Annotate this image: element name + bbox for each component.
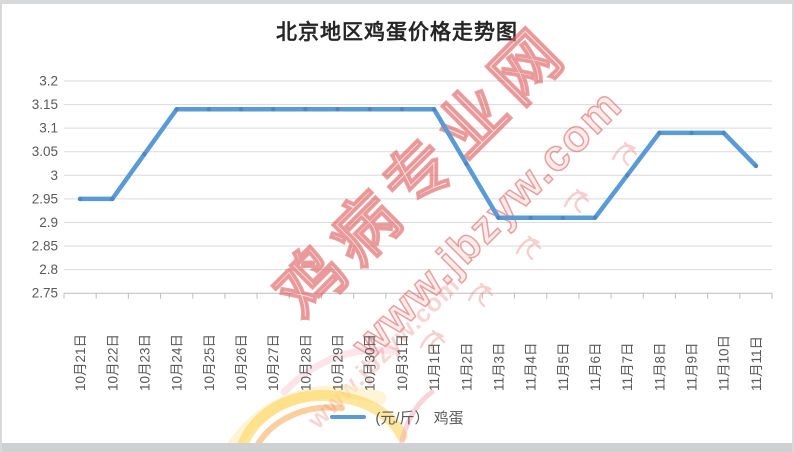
x-tick-label: 10月23日 [137,334,152,391]
data-point [496,215,501,220]
x-tick-label: 11月5日 [556,342,571,391]
x-tick-label: 11月11日 [749,336,764,391]
data-point [560,215,566,220]
data-point [142,151,147,157]
data-point [110,196,115,202]
y-tick-label: 2.9 [39,215,58,230]
x-tick-label: 11月2日 [459,342,474,391]
x-tick-label: 11月6日 [588,342,603,391]
data-point [592,215,598,220]
x-tick-label: 10月30日 [363,334,378,391]
x-tick-label: 10月31日 [395,334,410,391]
x-tick-label: 10月21日 [73,334,88,391]
bottom-border-band [2,443,792,452]
x-tick-label: 11月10日 [717,335,732,391]
y-tick-label: 3.05 [32,144,58,159]
x-tick-label: 10月24日 [170,334,185,391]
data-point [624,173,630,178]
legend-line-swatch [330,415,367,419]
x-tick-label: 11月8日 [652,342,667,391]
data-point [77,196,83,202]
x-tick-label: 10月29日 [331,334,346,391]
series-line-egg-price [77,107,759,221]
data-point [528,215,533,220]
watermark-script-mark [467,282,494,308]
data-point [689,130,694,136]
y-tick-label: 2.75 [32,286,58,301]
legend: (元/斤） 鸡蛋 [2,405,792,429]
logo-swirl-yellow [234,390,408,452]
data-point [399,107,405,112]
y-tick-label: 2.8 [39,262,58,277]
x-tick-label: 10月27日 [266,334,281,391]
x-tick-label: 10月22日 [105,334,120,391]
x-tick-label: 11月9日 [685,342,700,391]
data-point [721,130,726,136]
watermark-script-mark [515,235,542,261]
y-tick-label: 3.1 [39,121,58,136]
data-point [174,107,179,112]
logo-swirl-pink-upper [280,346,401,396]
y-tick-label: 2.95 [32,191,58,206]
chart-title: 北京地区鸡蛋价格走势图 [276,20,518,44]
x-tick-label: 10月25日 [202,334,217,391]
x-tick-label: 11月7日 [620,342,635,391]
top-border-band [2,0,792,4]
logo-swirl-orange [251,404,345,452]
x-tick-label: 11月1日 [427,342,442,391]
watermark-script-mark [611,141,638,167]
y-tick-label: 3.2 [39,74,58,89]
data-point [238,107,244,112]
y-tick-label: 3 [50,168,58,183]
legend-label: (元/斤） 鸡蛋 [375,409,464,427]
x-tick-label: 10月28日 [298,334,313,391]
y-tick-label: 2.85 [32,239,58,254]
data-point [206,107,212,112]
x-tick-label: 11月3日 [491,342,506,391]
data-point [431,107,437,112]
data-point [270,107,276,112]
x-tick-label: 11月4日 [524,342,539,391]
data-point [657,130,662,136]
x-tick-label: 10月26日 [234,334,249,391]
y-tick-label: 3.15 [32,97,58,112]
watermark-script-mark [419,329,446,355]
data-point [303,107,308,112]
watermark-script-mark [563,188,590,214]
data-point [335,107,340,112]
data-point [367,107,372,112]
data-point [753,163,759,169]
data-point [464,161,469,166]
